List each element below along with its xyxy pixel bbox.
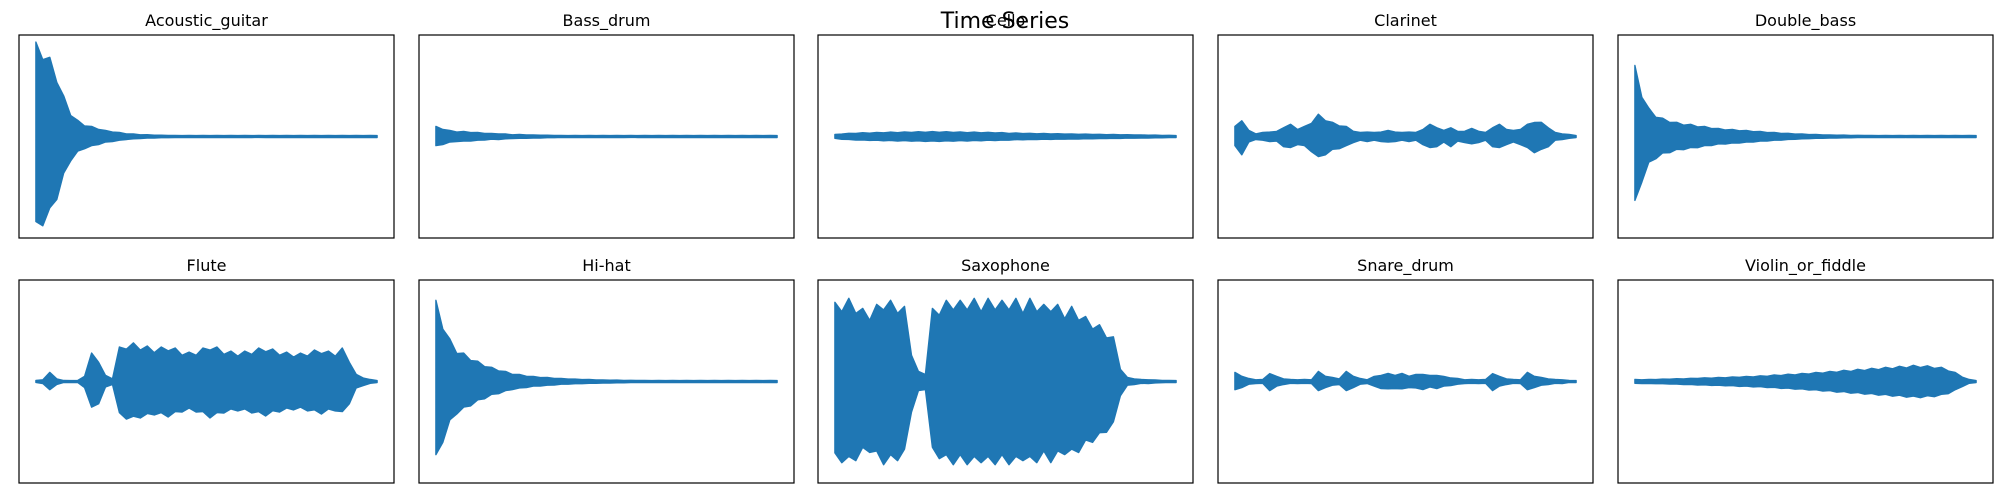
waveform-double-bass — [1634, 64, 1977, 202]
subplot-title-acoustic-guitar: Acoustic_guitar — [145, 11, 268, 31]
waveform-clarinet — [1234, 113, 1577, 158]
subplot-cello: Cello — [817, 11, 1194, 239]
subplot-title-hi-hat: Hi-hat — [582, 256, 630, 275]
subplot-snare-drum: Snare_drum — [1217, 256, 1594, 484]
subplot-flute: Flute — [18, 256, 395, 484]
subplot-bass-drum: Bass_drum — [418, 11, 795, 239]
subplot-title-violin-or-fiddle: Violin_or_fiddle — [1745, 256, 1866, 276]
waveform-flute — [35, 342, 378, 420]
waveform-snare-drum — [1234, 370, 1577, 392]
subplot-hi-hat: Hi-hat — [418, 256, 795, 484]
subplot-acoustic-guitar: Acoustic_guitar — [18, 11, 395, 239]
waveform-bass-drum — [435, 125, 778, 147]
figure-title: Time Series — [940, 9, 1070, 34]
subplot-clarinet: Clarinet — [1217, 11, 1594, 239]
subplot-title-saxophone: Saxophone — [961, 256, 1050, 275]
waveform-violin-or-fiddle — [1634, 364, 1977, 399]
subplot-title-bass-drum: Bass_drum — [563, 11, 651, 31]
subplot-violin-or-fiddle: Violin_or_fiddle — [1617, 256, 1994, 484]
subplot-title-snare-drum: Snare_drum — [1357, 256, 1454, 276]
subplot-title-double-bass: Double_bass — [1755, 11, 1856, 31]
subplot-double-bass: Double_bass — [1617, 11, 1994, 239]
waveform-hi-hat — [435, 299, 778, 456]
waveform-cello — [834, 130, 1177, 143]
subplot-saxophone: Saxophone — [817, 256, 1194, 484]
waveform-acoustic-guitar — [35, 41, 378, 227]
subplot-title-flute: Flute — [187, 256, 227, 275]
subplot-title-clarinet: Clarinet — [1374, 11, 1437, 30]
subplot-grid: Acoustic_guitar Bass_drum Cello Clarinet Dou… — [18, 11, 1994, 484]
waveform-saxophone — [834, 297, 1177, 466]
subplot-title-cello: Cello — [986, 11, 1026, 30]
